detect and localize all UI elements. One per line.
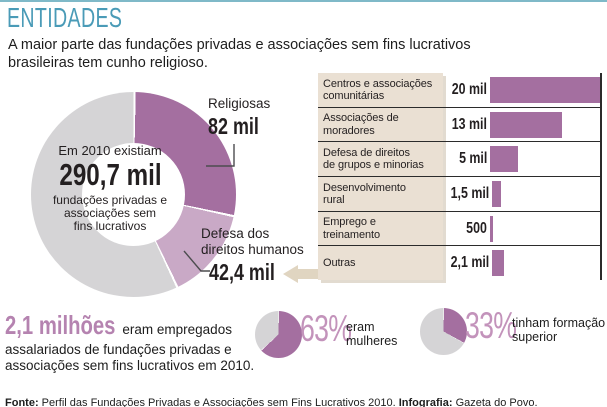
donut-center-label: Em 2010 existiam 290,7 mil fundações pri… — [35, 143, 185, 234]
bar-track — [489, 250, 602, 277]
bar-row-label: Associações de moradores — [318, 112, 441, 137]
bar-row-label-line: de grupos e minorias — [323, 159, 424, 172]
bar-row-label: Defesa de direitos de grupos e minorias — [318, 147, 441, 172]
page-title-text: ENTIDADES — [7, 2, 123, 33]
defesa-label-line-2: direitos humanos — [201, 241, 304, 257]
pie-higher-education-desc-line-1: tinham formação — [512, 316, 606, 330]
pie-women-desc-line-2: mulheres — [346, 333, 398, 348]
bar-row-value-text: 2,1 mil — [450, 254, 490, 272]
bar-row-label-line: Outras — [323, 257, 356, 270]
bar-row-value: 2,1 mil — [441, 254, 490, 272]
bar-track — [487, 146, 602, 173]
bar-row-label-line: Emprego e — [323, 216, 376, 229]
callout-arrow-tail — [296, 269, 320, 279]
donut-hole — [82, 143, 185, 246]
donut-center-total-text: 290,7 mil — [58, 157, 162, 192]
bar-row: Emprego e treinamento 500 — [318, 212, 602, 247]
credit-label: Infografia: — [398, 397, 453, 407]
intro-line-2: brasileiras tem cunho religioso. — [8, 55, 208, 72]
bar-row-label-line: Defesa de direitos — [323, 146, 410, 159]
employment-line-3: associações sem fins lucrativos em 2010. — [5, 358, 255, 374]
employment-line-2: assalariados de fundações privadas e — [5, 341, 232, 357]
bar-track — [489, 180, 602, 207]
credit-text: Gazeta do Povo. — [452, 397, 538, 407]
defesa-value-text: 42,4 mil — [209, 259, 275, 286]
intro-line-1: A maior parte das fundações privadas e a… — [8, 37, 471, 53]
bar-row-label: Desenvolvimento rural — [318, 182, 441, 207]
pie-women-desc-line-1: eram — [346, 320, 375, 334]
donut-center-sub-3: fins lucrativos — [73, 219, 147, 234]
bar-track — [487, 111, 602, 138]
donut-center-total: 290,7 mil — [35, 159, 185, 191]
bar-row: Defesa de direitos de grupos e minorias 5… — [318, 142, 602, 178]
defesa-value: 42,4 mil — [209, 259, 304, 286]
bar-row-label-line: Centros e associações — [323, 77, 433, 90]
bar-row: Outras 2,1 mil — [318, 246, 602, 280]
religiosas-value: 82 mil — [208, 113, 273, 140]
donut-center-sub-1: fundações privadas e — [52, 192, 168, 207]
employment-stat: 2,1 milhões eram empregados assalariados… — [5, 310, 267, 375]
source-text: Perfil das Fundações Privadas e Associaç… — [38, 397, 399, 407]
bar-row: Centros e associações comunitárias 20 mil — [318, 73, 602, 108]
donut-callout-religiosas: Religiosas 82 mil — [208, 96, 273, 140]
bar-chart-end-rule — [600, 73, 602, 280]
pie-women-percent-text: 63% — [300, 308, 352, 349]
pie-women-desc: eram mulheres — [346, 320, 398, 349]
bar — [492, 180, 501, 207]
defesa-label: Defesa dos direitos humanos — [201, 226, 304, 257]
bar-row: Associações de moradores 13 mil — [318, 108, 602, 143]
bar-row-value-text: 500 — [466, 219, 487, 237]
religiosas-value-text: 82 mil — [208, 112, 259, 139]
bar-row-value: 13 mil — [441, 116, 487, 134]
bar-row-label-line: comunitárias — [323, 89, 385, 102]
bar — [492, 250, 504, 277]
pie-higher-education-percent-text: 33% — [465, 305, 517, 346]
pie-women-percent: 63% — [300, 308, 371, 350]
religiosas-label: Religiosas — [208, 96, 271, 111]
bar-row-label: Centros e associações comunitárias — [318, 78, 441, 103]
bar — [490, 146, 518, 173]
page-title: ENTIDADES — [7, 2, 172, 34]
bar-row-label-line: Desenvolvimento — [323, 181, 406, 194]
employment-line-1: eram empregados — [122, 322, 232, 337]
bar — [490, 215, 493, 242]
pie-women — [255, 311, 302, 358]
donut-callout-defesa: Defesa dos direitos humanos 42,4 mil — [201, 226, 304, 286]
bar-row-value-text: 5 mil — [458, 150, 487, 168]
bar-track — [487, 76, 602, 103]
top-rule — [0, 0, 607, 2]
bar-row-value-text: 13 mil — [451, 115, 487, 133]
bar-row-label-line: rural — [323, 193, 345, 206]
pie-higher-education — [420, 308, 467, 355]
defesa-label-line-1: Defesa dos — [201, 226, 270, 241]
callout-arrow-icon — [283, 265, 298, 283]
bar-row-value-text: 20 mil — [451, 80, 487, 98]
bar-track — [487, 215, 602, 242]
bar-row-label: Emprego e treinamento — [318, 216, 441, 241]
bar-row-label-line: moradores — [323, 124, 375, 137]
pie-higher-education-percent: 33% — [465, 305, 536, 347]
bar — [490, 76, 601, 103]
bar-row-label: Outras — [318, 257, 441, 269]
employment-big-number: 2,1 milhões — [5, 310, 116, 340]
bar-row-value: 1,5 mil — [441, 184, 490, 203]
donut-center-sub-2: associações sem — [63, 206, 157, 221]
bar-row-value: 20 mil — [441, 81, 487, 99]
bar-row-value: 500 — [441, 220, 487, 238]
source-credit: Fonte: Perfil das Fundações Privadas e A… — [5, 397, 538, 407]
bar-row: Desenvolvimento rural 1,5 mil — [318, 177, 602, 212]
source-label: Fonte: — [5, 397, 39, 407]
bar-row-label-line: Associações de — [323, 112, 399, 125]
bar — [490, 111, 563, 138]
intro-text: A maior parte das fundações privadas e a… — [8, 36, 471, 72]
bar-chart: Centros e associações comunitárias 20 mil… — [318, 73, 602, 280]
pie-higher-education-desc: tinham formação superior — [512, 316, 606, 345]
bar-row-label-line: treinamento — [323, 228, 380, 241]
pie-higher-education-desc-line-2: superior — [512, 329, 558, 344]
donut-center-prefix: Em 2010 existiam — [58, 143, 162, 158]
bar-row-value-text: 1,5 mil — [450, 184, 490, 202]
bar-row-value: 5 mil — [441, 150, 487, 168]
